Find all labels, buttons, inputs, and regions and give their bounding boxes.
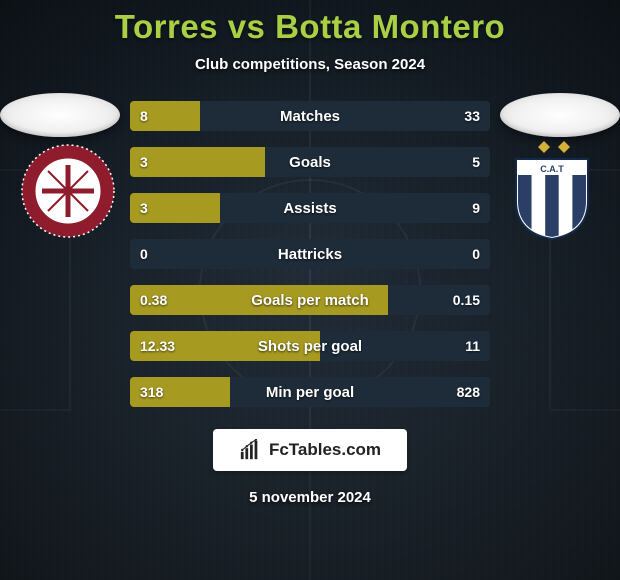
stat-value-left: 0 [130, 239, 158, 269]
stat-value-left: 0.38 [130, 285, 177, 315]
fctables-logo-icon [239, 439, 261, 461]
page-title: Torres vs Botta Montero [115, 8, 505, 46]
stat-value-right: 33 [454, 101, 490, 131]
stat-value-left: 3 [130, 193, 158, 223]
stat-value-left: 8 [130, 101, 158, 131]
player-photo-right [500, 93, 620, 137]
talleres-crest-icon: C.A.T [502, 141, 602, 241]
page-subtitle: Club competitions, Season 2024 [195, 56, 425, 73]
brand-text: FcTables.com [269, 440, 381, 460]
stat-value-right: 0.15 [443, 285, 490, 315]
stat-value-left: 318 [130, 377, 173, 407]
stat-value-right: 11 [455, 331, 490, 361]
stat-value-right: 0 [462, 239, 490, 269]
svg-text:C.A.T: C.A.T [540, 164, 564, 174]
stat-value-right: 9 [462, 193, 490, 223]
stat-row: 39Assists [130, 193, 490, 223]
comparison-area: C.A.T 833Matches35Goals39Assists00Hattri… [0, 101, 620, 423]
stat-row: 318828Min per goal [130, 377, 490, 407]
stat-value-right: 828 [447, 377, 490, 407]
stat-value-left: 3 [130, 147, 158, 177]
stat-row: 0 0Hattricks [130, 239, 490, 269]
stat-value-right: 5 [462, 147, 490, 177]
stat-fill-right [265, 147, 490, 177]
stat-fill-right [200, 101, 490, 131]
stat-row: 12.3311Shots per goal [130, 331, 490, 361]
stat-label: Hattricks [130, 239, 490, 269]
player-photo-left [0, 93, 120, 137]
brand-badge: FcTables.com [213, 429, 407, 471]
stat-row: 0.380.15Goals per match [130, 285, 490, 315]
stat-row: 833Matches [130, 101, 490, 131]
date-label: 5 november 2024 [249, 489, 371, 506]
lanus-crest-icon [18, 141, 118, 241]
stat-value-left: 12.33 [130, 331, 185, 361]
stat-bars: 833Matches35Goals39Assists00Hattricks0.3… [130, 101, 490, 407]
stat-row: 35Goals [130, 147, 490, 177]
stat-fill-right [220, 193, 490, 223]
